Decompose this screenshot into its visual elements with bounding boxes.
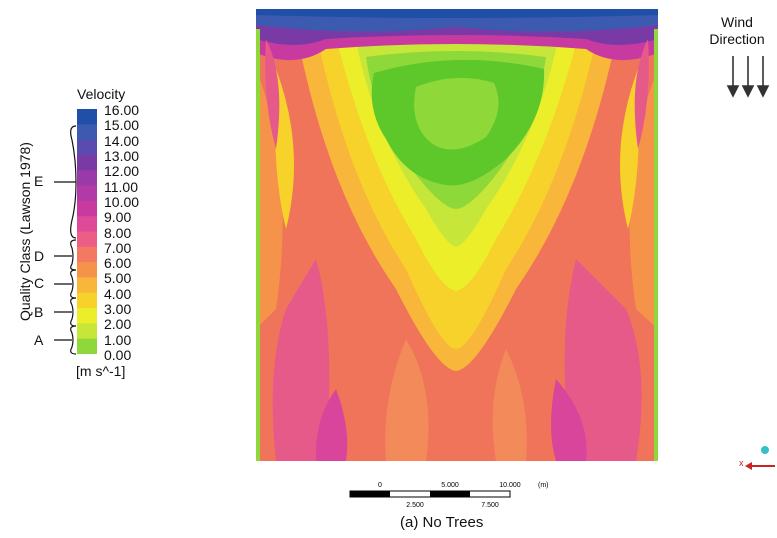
colorbar-band: [77, 109, 97, 125]
axis-x-label: x: [739, 458, 744, 468]
colorbar-band: [77, 338, 97, 354]
colorbar-band: [77, 200, 97, 217]
colorbar-band: [77, 139, 97, 156]
scale-label-10000: 10.000: [499, 482, 521, 489]
velocity-colorbar: [77, 109, 97, 354]
colorbar-tick-label: 15.00: [104, 117, 140, 134]
legend-units: [m s^-1]: [76, 363, 126, 379]
colorbar-tick-label: 10.00: [104, 193, 140, 210]
colorbar-band: [77, 308, 97, 324]
scale-bar: 0 5.000 10.000 (m) 2.500 7.500: [349, 482, 549, 509]
colorbar-tick-label: 16.00: [104, 102, 140, 118]
colorbar-band: [77, 170, 97, 187]
colorbar-band: [77, 246, 97, 263]
colorbar-band: [77, 262, 97, 278]
wind-arrows-icon: [726, 56, 770, 98]
class-letter-c: C: [34, 275, 45, 291]
colorbar-tick-label: 9.00: [104, 209, 132, 226]
class-letter-d: D: [34, 248, 45, 264]
colorbar-tick-label: 11.00: [104, 178, 138, 195]
colorbar-tick-label: 4.00: [104, 285, 132, 302]
velocity-contour-plot: [256, 9, 658, 461]
class-brackets: [54, 125, 77, 355]
colorbar-band: [77, 216, 97, 232]
colorbar-tick-label: 3.00: [104, 301, 132, 318]
colorbar-tick-label: 14.00: [104, 132, 140, 149]
axis-triad-icon: x: [739, 446, 775, 470]
colorbar-tick-label: 7.00: [104, 239, 132, 256]
colorbar-band: [77, 277, 97, 294]
colorbar-tick-label: 1.00: [104, 331, 132, 348]
scale-label-2500: 2.500: [406, 502, 424, 509]
legend-title: Velocity: [77, 86, 126, 102]
colorbar-band: [77, 231, 97, 248]
scale-unit: (m): [538, 482, 549, 489]
colorbar-band: [77, 154, 97, 171]
colorbar-band: [77, 124, 97, 141]
colorbar-tick-label: 13.00: [104, 147, 140, 164]
class-letter-a: A: [34, 332, 44, 348]
scale-label-0: 0: [378, 482, 382, 489]
colorbar-tick-label: 2.00: [104, 316, 132, 333]
colorbar-band: [77, 323, 97, 340]
scale-label-7500: 7.500: [481, 502, 499, 509]
scale-label-5000: 5.000: [441, 482, 459, 489]
colorbar-band: [77, 292, 97, 309]
colorbar-band: [77, 185, 97, 202]
quality-class-axis-label: Quality Class (Lawson 1978): [17, 142, 33, 321]
colorbar-tick-label: 12.00: [104, 163, 140, 180]
colorbar-tick-label: 5.00: [104, 270, 132, 287]
figure-caption: (a) No Trees: [400, 514, 484, 531]
wind-direction-label: Wind Direction: [709, 14, 765, 47]
class-letter-b: B: [34, 304, 44, 320]
colorbar-tick-label: 0.00: [104, 347, 132, 363]
colorbar-tick-label: 8.00: [104, 224, 132, 241]
colorbar-tick-label: 6.00: [104, 255, 132, 272]
class-letter-e: E: [34, 173, 44, 189]
